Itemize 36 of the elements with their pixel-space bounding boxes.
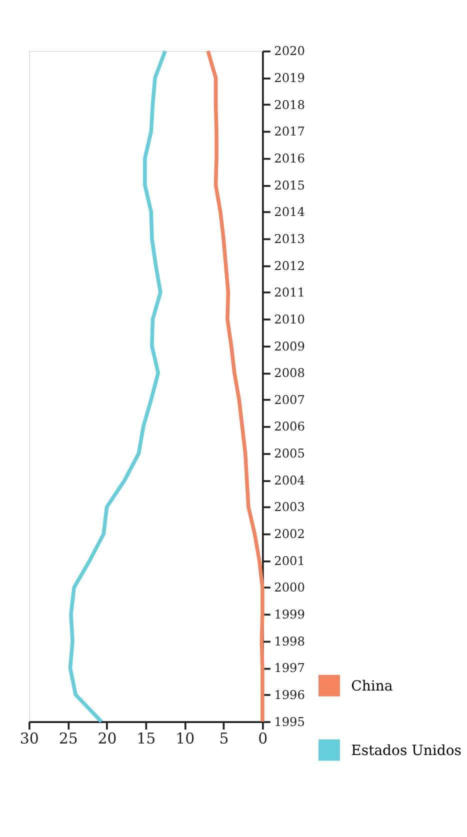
- y-tick-label: 2005: [274, 446, 305, 461]
- y-tick-label: 2012: [274, 258, 305, 273]
- y-tick-label: 1997: [274, 661, 305, 676]
- y-tick-label: 2002: [274, 527, 305, 542]
- x-tick-label: 10: [176, 730, 195, 748]
- y-tick-label: 2018: [274, 98, 305, 112]
- y-tick-label: 2009: [274, 339, 305, 354]
- y-tick-label: 2008: [274, 366, 305, 380]
- x-tick-label: 20: [98, 730, 117, 748]
- legend-label: China: [351, 678, 393, 694]
- y-tick-label: 2006: [274, 420, 305, 434]
- y-tick-label: 2004: [274, 473, 306, 488]
- y-tick-label: 2000: [274, 580, 305, 595]
- line-series: [68, 49, 168, 724]
- legend-label: Estados Unidos: [351, 742, 462, 759]
- y-tick-label: 2020: [274, 44, 305, 58]
- y-tick-label: 1996: [274, 688, 305, 702]
- y-tick-label: 1995: [274, 714, 305, 729]
- x-tick-label: 0: [258, 730, 268, 748]
- y-tick-label: 2003: [274, 500, 305, 514]
- x-tick-label: 5: [219, 730, 229, 748]
- x-tick-label: 15: [136, 730, 156, 748]
- y-tick-label: 1998: [274, 634, 305, 648]
- y-tick-label: 2010: [274, 312, 305, 326]
- y-tick-label: 2015: [274, 178, 305, 192]
- y-tick-label: 2013: [274, 232, 305, 246]
- y-tick-label: 2019: [274, 71, 305, 86]
- y-tick-label: 2016: [274, 151, 305, 166]
- y-tick-label: 1999: [274, 608, 305, 622]
- y-tick-label: 2017: [274, 124, 305, 139]
- y-tick-label: 2007: [274, 392, 305, 407]
- x-tick-label: 25: [58, 730, 78, 748]
- y-tick-label: 2014: [274, 205, 306, 220]
- y-tick-label: 2001: [274, 554, 305, 568]
- y-tick-label: 2011: [274, 286, 305, 300]
- x-tick-label: 30: [20, 730, 39, 748]
